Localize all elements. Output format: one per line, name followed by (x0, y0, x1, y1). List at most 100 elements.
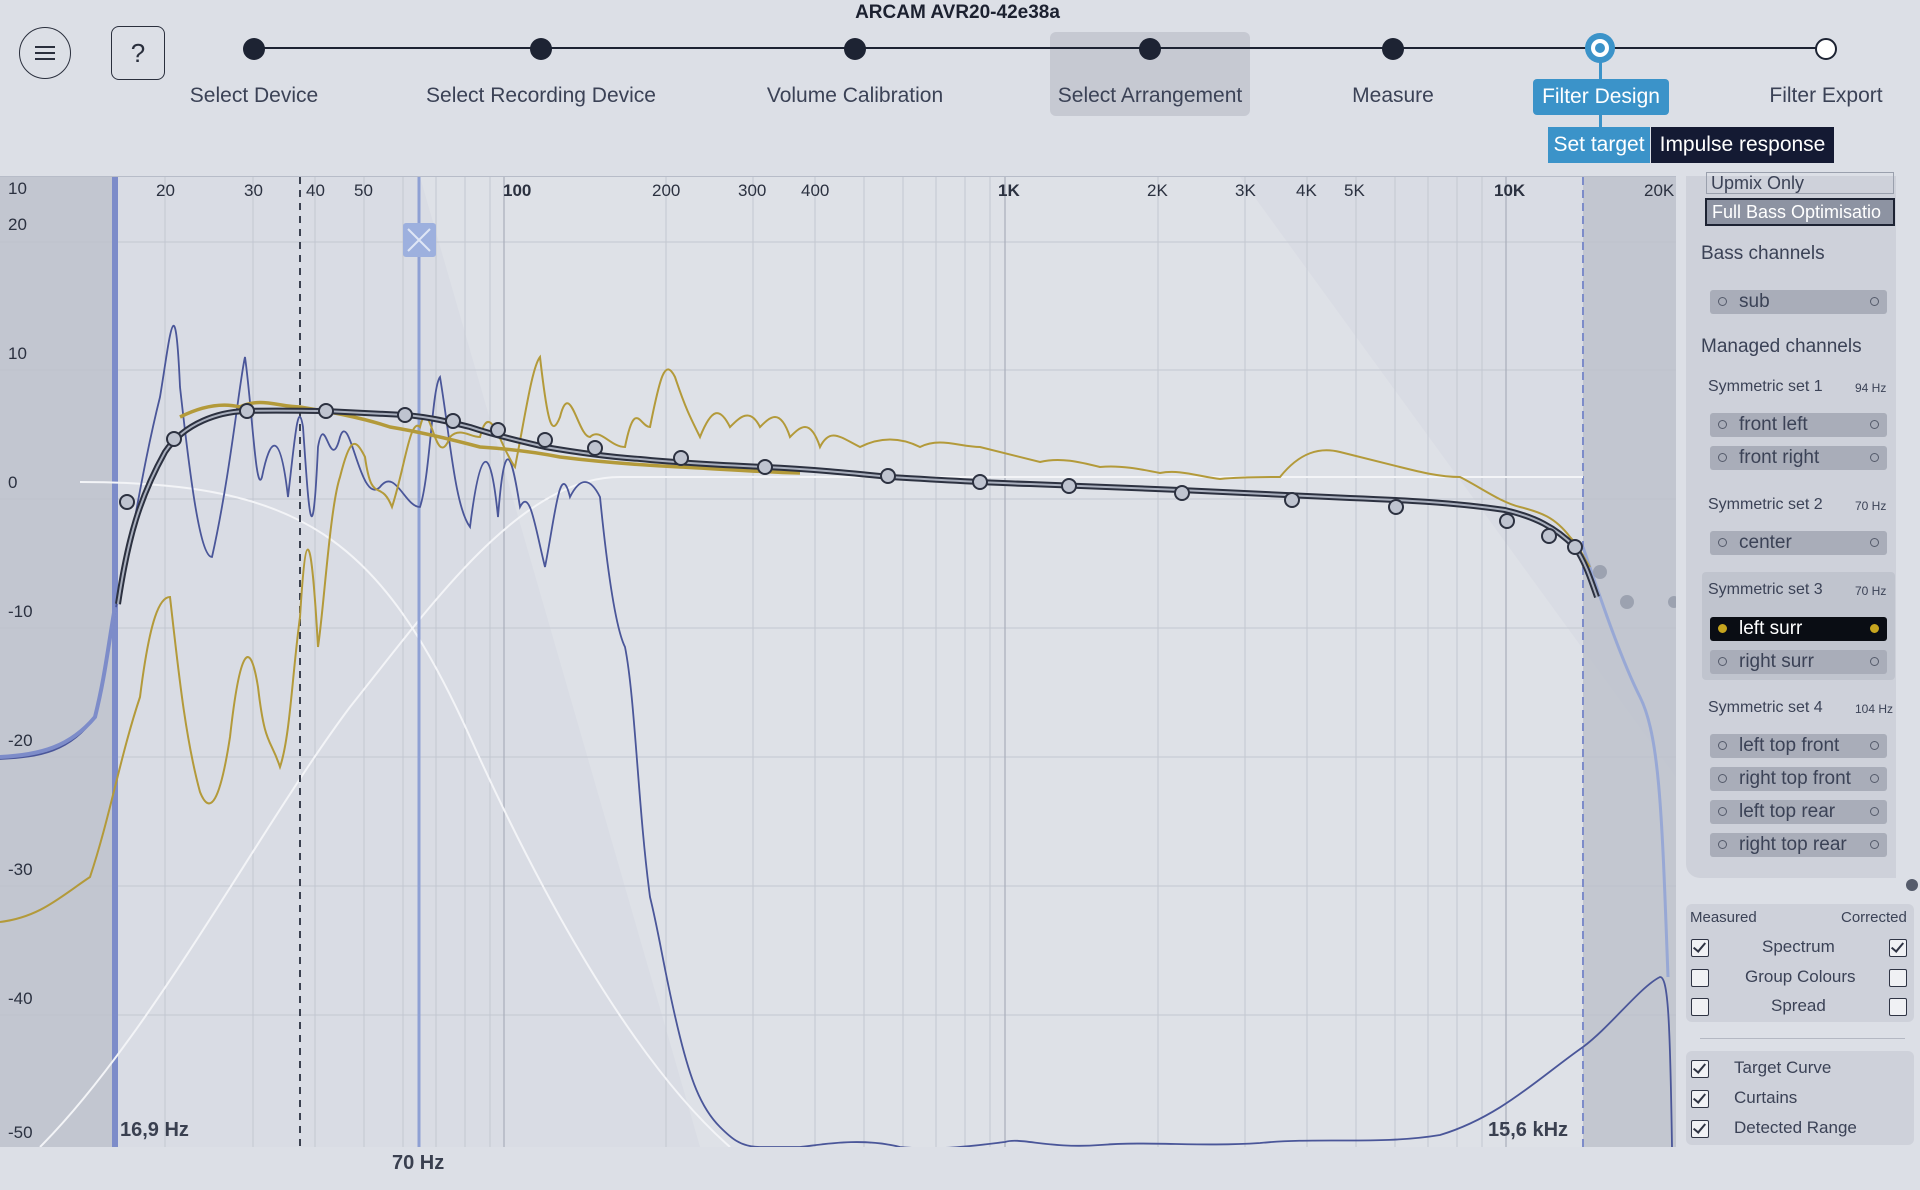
y-tick: -40 (8, 989, 33, 1008)
spread-corrected-checkbox[interactable] (1889, 998, 1907, 1016)
group-colours-measured-checkbox[interactable] (1691, 969, 1709, 987)
step-dot-active-core (1595, 43, 1605, 53)
display-options-panel (1686, 904, 1914, 1022)
channel-ring-icon (1718, 453, 1727, 462)
option-label: Spectrum (1762, 937, 1835, 956)
channel-label: left surr (1739, 618, 1803, 639)
measured-column-label: Measured (1690, 909, 1757, 926)
channel-label: left top front (1739, 735, 1840, 756)
channel-left-top-rear[interactable]: left top rear (1710, 800, 1887, 824)
channel-ring-icon (1870, 807, 1879, 816)
x-tick: 400 (801, 181, 830, 200)
x-tick: 4K (1296, 181, 1317, 200)
channel-label: left top rear (1739, 801, 1836, 822)
hamburger-menu-icon (35, 46, 55, 60)
x-tick: 3K (1235, 181, 1256, 200)
channel-label: right top rear (1739, 834, 1847, 855)
y-tick: -10 (8, 602, 33, 621)
channel-ring-icon (1718, 297, 1727, 306)
channel-label: sub (1739, 291, 1770, 312)
target-curve-checkbox[interactable] (1691, 1060, 1709, 1078)
mode-full-bass-optimisation[interactable]: Full Bass Optimisatio (1705, 198, 1895, 226)
x-tick: 50 (354, 181, 373, 200)
step-dot-empty (1815, 38, 1837, 60)
spectrum-measured-checkbox[interactable] (1691, 939, 1709, 957)
overlay-options-panel (1686, 1051, 1914, 1145)
channel-ring-icon (1870, 297, 1879, 306)
low-curtain-handle[interactable] (107, 177, 123, 1147)
step-label: Measure (1352, 84, 1434, 107)
channel-front-left[interactable]: front left (1710, 413, 1887, 437)
channel-ring-icon (1718, 741, 1727, 750)
set-crossover: 94 Hz (1855, 381, 1887, 395)
channel-right-surr[interactable]: right surr (1710, 650, 1887, 674)
set-name: Symmetric set 3 (1708, 581, 1823, 598)
channel-ring-icon (1718, 657, 1727, 666)
x-tick: 1K (998, 181, 1020, 200)
channel-ring-icon (1870, 420, 1879, 429)
detected-range-checkbox[interactable] (1691, 1120, 1709, 1138)
channel-label: right surr (1739, 651, 1814, 672)
x-tick: 5K (1344, 181, 1365, 200)
set-crossover: 70 Hz (1855, 584, 1887, 598)
panel-scrollbar-thumb[interactable] (1906, 879, 1918, 891)
channel-ring-icon (1870, 840, 1879, 849)
set-name: Symmetric set 4 (1708, 699, 1823, 716)
mode-upmix-only[interactable]: Upmix Only (1706, 172, 1894, 194)
mode-label: Upmix Only (1711, 173, 1805, 193)
spectrum-corrected-checkbox[interactable] (1889, 939, 1907, 957)
channel-center[interactable]: center (1710, 531, 1887, 555)
step-label: Volume Calibration (766, 84, 944, 107)
channel-ring-icon (1718, 774, 1727, 783)
channel-left-surr[interactable]: left surr (1710, 617, 1887, 641)
y-tick: -20 (8, 731, 33, 750)
x-tick: 20 (156, 181, 175, 200)
option-label: Curtains (1734, 1088, 1798, 1107)
step-label: Select Device (189, 84, 319, 107)
curtains-checkbox[interactable] (1691, 1090, 1709, 1108)
channel-sub[interactable]: sub (1710, 290, 1887, 314)
set-crossover: 70 Hz (1855, 499, 1887, 513)
channel-label: front right (1739, 447, 1820, 468)
option-label: Group Colours (1745, 967, 1856, 986)
step-dot (243, 38, 265, 60)
set-name: Symmetric set 2 (1708, 496, 1823, 513)
channel-label: center (1739, 532, 1792, 553)
x-tick: 200 (652, 181, 681, 200)
plot-canvas (0, 177, 1676, 1147)
channel-label: front left (1739, 414, 1808, 435)
step-label: Filter Design (1533, 79, 1669, 115)
x-tick: 100 (503, 181, 532, 200)
x-tick: 40 (306, 181, 325, 200)
channel-front-right[interactable]: front right (1710, 446, 1887, 470)
x-tick: 2K (1147, 181, 1168, 200)
step-dot (1382, 38, 1404, 60)
channel-ring-icon (1870, 774, 1879, 783)
channel-right-top-rear[interactable]: right top rear (1710, 833, 1887, 857)
frequency-response-plot[interactable]: 10 20 10 0 -10 -20 -30 -40 -50 20 30 40 … (0, 176, 1676, 1147)
step-label: Select Arrangement (1057, 84, 1243, 107)
group-colours-corrected-checkbox[interactable] (1889, 969, 1907, 987)
high-curtain-handle[interactable] (1575, 177, 1591, 1147)
channel-ring-icon (1870, 741, 1879, 750)
mode-label: Full Bass Optimisatio (1712, 202, 1882, 222)
y-tick: 0 (8, 473, 18, 492)
channel-ring-icon (1870, 453, 1879, 462)
spread-measured-checkbox[interactable] (1691, 998, 1709, 1016)
channel-ring-icon (1718, 420, 1727, 429)
option-label: Detected Range (1734, 1118, 1857, 1137)
channel-left-top-front[interactable]: left top front (1710, 734, 1887, 758)
x-tick: 300 (738, 181, 767, 200)
help-button[interactable]: ? (111, 26, 165, 80)
step-dot (530, 38, 552, 60)
channel-ring-icon (1718, 807, 1727, 816)
tab-set-target[interactable]: Set target (1548, 127, 1650, 163)
bass-channels-header: Bass channels (1701, 243, 1825, 264)
tab-impulse-response[interactable]: Impulse response (1651, 127, 1834, 163)
crossover-handle[interactable] (403, 223, 436, 257)
menu-button[interactable] (19, 27, 71, 79)
channel-ring-icon (1870, 657, 1879, 666)
channel-right-top-front[interactable]: right top front (1710, 767, 1887, 791)
managed-channels-header: Managed channels (1701, 336, 1862, 357)
plot-y-top-label: 10 (8, 179, 27, 198)
